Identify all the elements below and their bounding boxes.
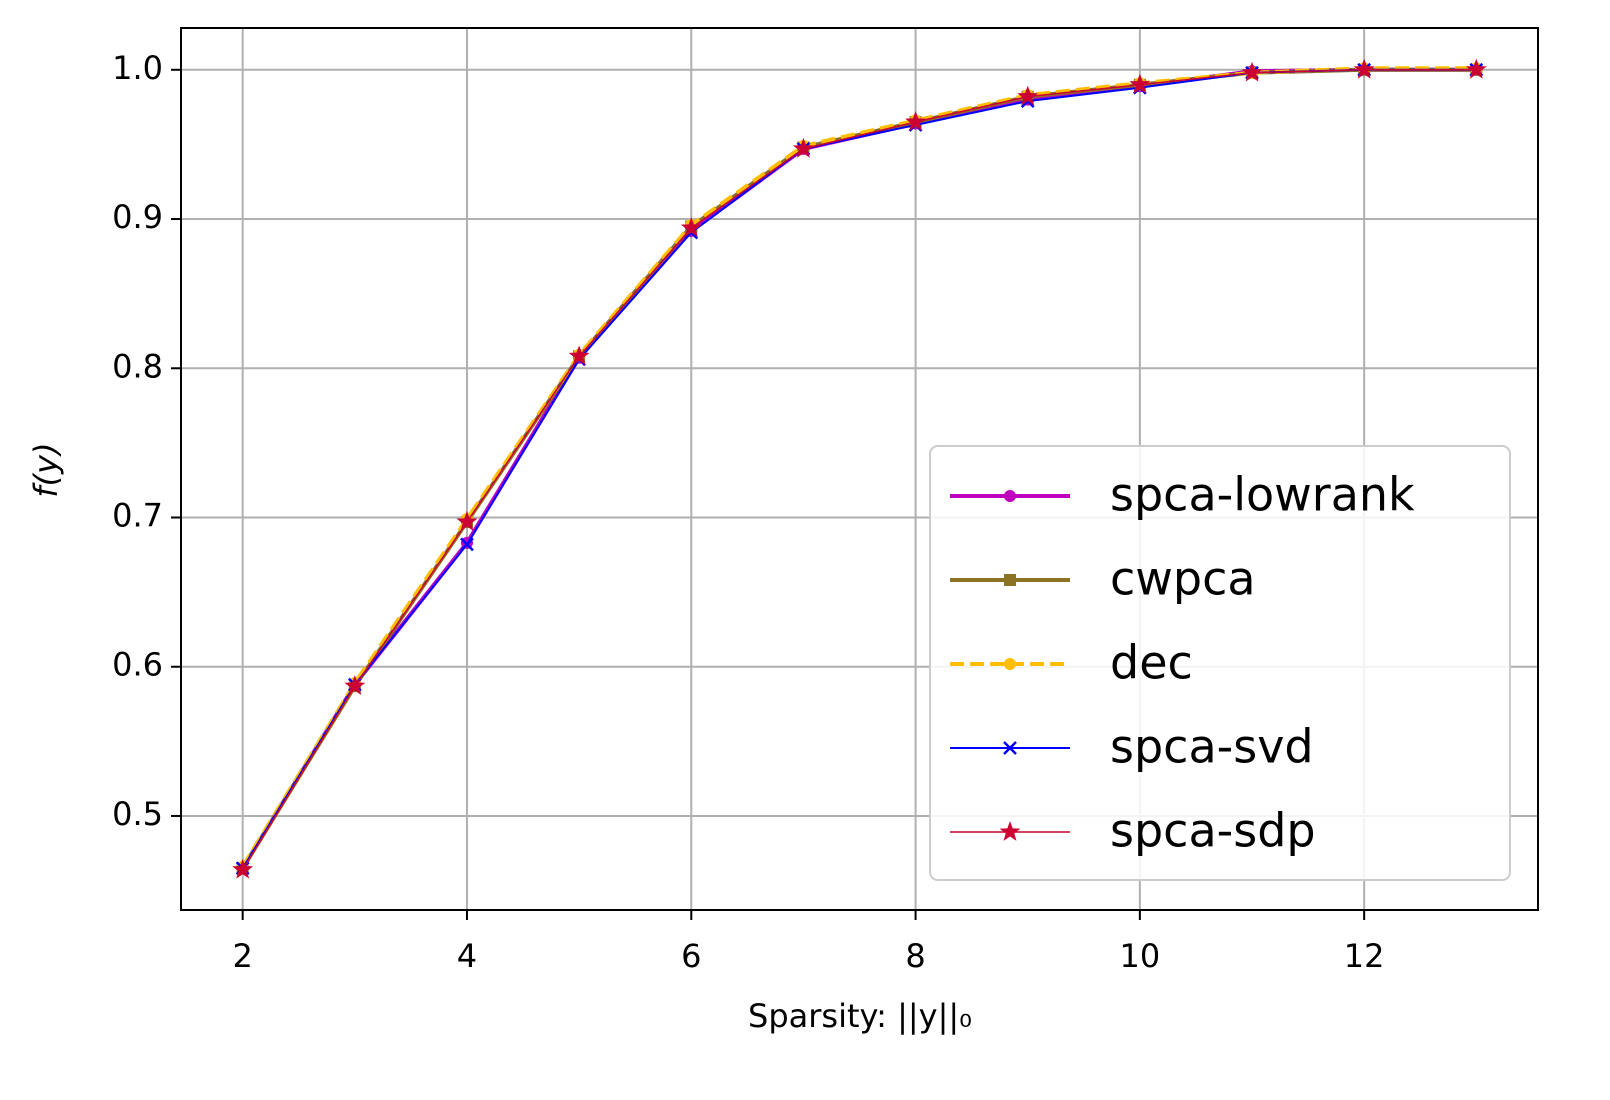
- marker: [1353, 58, 1375, 79]
- marker: [344, 675, 366, 696]
- y-tick-label: 0.5: [112, 795, 163, 833]
- legend-marker: [1004, 658, 1016, 670]
- marker: [568, 345, 590, 366]
- legend-box: [929, 445, 1511, 881]
- legend-label: spca-lowrank: [1110, 468, 1415, 522]
- x-tick-label: 10: [1120, 937, 1161, 975]
- y-axis-label: f(y): [27, 442, 65, 497]
- legend-label: spca-svd: [1110, 720, 1314, 774]
- marker: [1129, 73, 1151, 94]
- marker: [456, 510, 478, 531]
- y-tick-label: 1.0: [112, 49, 163, 87]
- x-tick-label: 8: [905, 937, 925, 975]
- x-axis-label: Sparsity: ||y||₀: [748, 997, 972, 1035]
- marker: [232, 858, 254, 879]
- plot-frame: [180, 27, 1539, 911]
- marker: [460, 537, 474, 552]
- x-tick-label: 4: [457, 937, 477, 975]
- legend-label: spca-sdp: [1110, 804, 1316, 858]
- y-tick-label: 0.9: [112, 198, 163, 236]
- legend-label: dec: [1110, 636, 1193, 690]
- series: [232, 58, 1487, 879]
- x-tick-label: 12: [1344, 937, 1385, 975]
- legend-marker: [1004, 490, 1016, 502]
- marker: [792, 137, 814, 158]
- y-tick-label: 0.7: [112, 497, 163, 535]
- marker: [905, 111, 927, 131]
- marker: [1017, 85, 1039, 106]
- line: [240, 66, 1477, 868]
- y-tick-label: 0.6: [112, 646, 163, 684]
- legend-marker: [999, 821, 1021, 841]
- marker: [1465, 58, 1487, 79]
- y-tick-label: 0.8: [112, 347, 163, 385]
- legend-marker: [1004, 574, 1016, 586]
- legend-label: cwpca: [1110, 552, 1256, 606]
- legend-marker: [1003, 741, 1017, 755]
- x-tick-label: 2: [233, 937, 253, 975]
- marker: [680, 216, 702, 237]
- marker: [1241, 61, 1263, 82]
- x-tick-label: 6: [681, 937, 701, 975]
- line: [242, 69, 1477, 871]
